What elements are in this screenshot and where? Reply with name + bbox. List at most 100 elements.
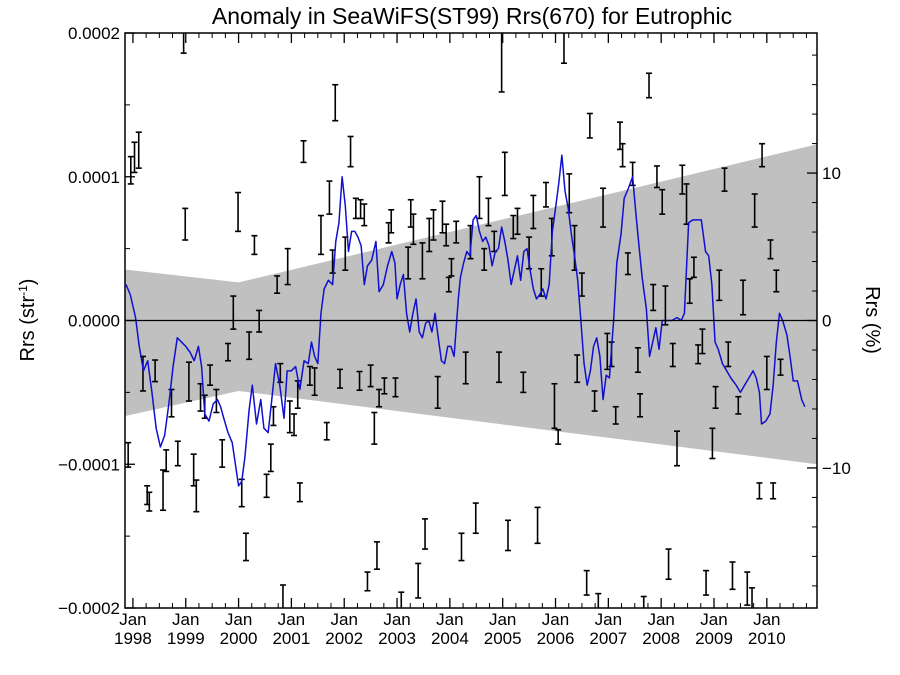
errorbar-point: [624, 252, 631, 276]
errorbar-point: [131, 141, 138, 174]
y-left-tick-label: 0.0002: [68, 24, 120, 43]
errorbar-point: [600, 187, 607, 228]
errorbar-point: [578, 272, 585, 297]
errorbar-point: [510, 214, 517, 240]
errorbar-point: [709, 427, 716, 460]
x-tick-month: Jan: [489, 610, 516, 629]
errorbar-point: [514, 207, 521, 236]
errorbar-point: [127, 155, 134, 185]
errorbar-point: [434, 375, 441, 409]
errorbar-point: [219, 439, 226, 468]
errorbar-point: [185, 361, 192, 402]
x-tick-year: 2000: [220, 629, 258, 648]
errorbar-point: [180, 33, 187, 54]
errorbar-point: [356, 370, 363, 392]
errorbar-point: [256, 309, 263, 333]
errorbar-point: [146, 491, 153, 512]
errorbar-point: [286, 400, 293, 434]
errorbar-point: [659, 188, 666, 215]
x-tick-year: 2006: [537, 629, 575, 648]
errorbar-point: [690, 256, 697, 279]
errorbar-point: [193, 479, 200, 513]
x-tick-year: 2009: [695, 629, 733, 648]
x-tick-year: 2010: [748, 629, 786, 648]
errorbar-point: [495, 351, 502, 384]
errorbar-point: [751, 193, 758, 228]
errorbar-point: [296, 482, 303, 503]
errorbar-point: [679, 164, 686, 195]
x-tick-month: Jan: [595, 610, 622, 629]
errorbar-point: [235, 191, 242, 233]
errorbar-point: [767, 239, 774, 260]
y-axis-right-label: Rrs (%): [861, 286, 883, 354]
errorbar-point: [669, 342, 676, 368]
errorbar-point: [699, 328, 706, 355]
errorbar-point: [274, 275, 281, 294]
y-right-tick-label: −10: [822, 459, 851, 478]
anomaly-series-line: [125, 154, 806, 487]
errorbar-point: [364, 571, 371, 592]
errorbar-point: [388, 209, 395, 234]
chart-title: Anomaly in SeaWiFS(ST99) Rrs(670) for Eu…: [212, 3, 732, 29]
errorbar-point: [125, 441, 132, 468]
x-tick-year: 2002: [325, 629, 363, 648]
errorbar-point: [653, 165, 660, 189]
errorbar-point: [168, 388, 175, 418]
x-tick-year: 2004: [431, 629, 469, 648]
errorbar-point: [174, 440, 181, 467]
errorbar-point: [504, 519, 511, 552]
errorbar-point: [551, 382, 558, 430]
errorbar-point: [405, 246, 412, 280]
errorbar-point: [770, 482, 777, 500]
errorbar-point: [230, 295, 237, 330]
errorbar-point: [665, 548, 672, 581]
x-tick-month: Jan: [436, 610, 463, 629]
errorbar-point: [336, 368, 343, 389]
errorbar-point: [267, 443, 274, 473]
x-tick-month: Jan: [119, 610, 146, 629]
errorbar-point: [481, 247, 488, 271]
errorbar-point: [773, 269, 780, 293]
y-right-tick-label: 0: [822, 312, 831, 331]
errorbar-point: [300, 140, 307, 164]
errorbar-point: [744, 571, 751, 606]
y-left-tick-label: 0.0001: [68, 168, 120, 187]
errorbar-point: [583, 569, 590, 596]
errorbar-point: [419, 242, 426, 280]
errorbar-point: [376, 388, 383, 408]
errorbar-point: [716, 269, 723, 302]
errorbar-point: [381, 377, 388, 395]
errorbar-point: [279, 584, 286, 608]
errorbar-point: [415, 562, 422, 599]
errorbar-point: [729, 561, 736, 591]
x-tick-month: Jan: [383, 610, 410, 629]
y-axis-left-label: Rrs (str-1): [16, 279, 39, 362]
errorbar-point: [135, 131, 142, 169]
x-tick-year: 2005: [484, 629, 522, 648]
errorbar-point: [182, 207, 189, 241]
x-tick-month: Jan: [225, 610, 252, 629]
errorbar-point: [756, 482, 763, 500]
x-tick-month: Jan: [700, 610, 727, 629]
errorbar-point: [445, 276, 452, 293]
errorbar-point: [721, 167, 728, 192]
errorbar-point: [695, 344, 702, 365]
errorbar-point: [619, 142, 626, 168]
errorbar-point: [759, 142, 766, 168]
errorbar-point: [574, 354, 581, 384]
errorbar-point: [371, 411, 378, 445]
errorbar-point: [357, 198, 364, 220]
errorbar-point: [637, 393, 644, 418]
errorbar-point: [498, 33, 505, 93]
errorbar-point: [646, 72, 653, 99]
x-tick-month: Jan: [647, 610, 674, 629]
errorbar-point: [650, 283, 657, 312]
errorbar-point: [749, 587, 756, 608]
errorbar-point: [640, 595, 647, 608]
y-left-tick-label: −0.0002: [58, 599, 120, 618]
y-left-tick-label: 0.0000: [68, 312, 120, 331]
x-tick-year: 2003: [378, 629, 416, 648]
errorbar-point: [422, 518, 429, 550]
errorbar-point: [703, 569, 710, 596]
errorbar-point: [352, 197, 359, 220]
